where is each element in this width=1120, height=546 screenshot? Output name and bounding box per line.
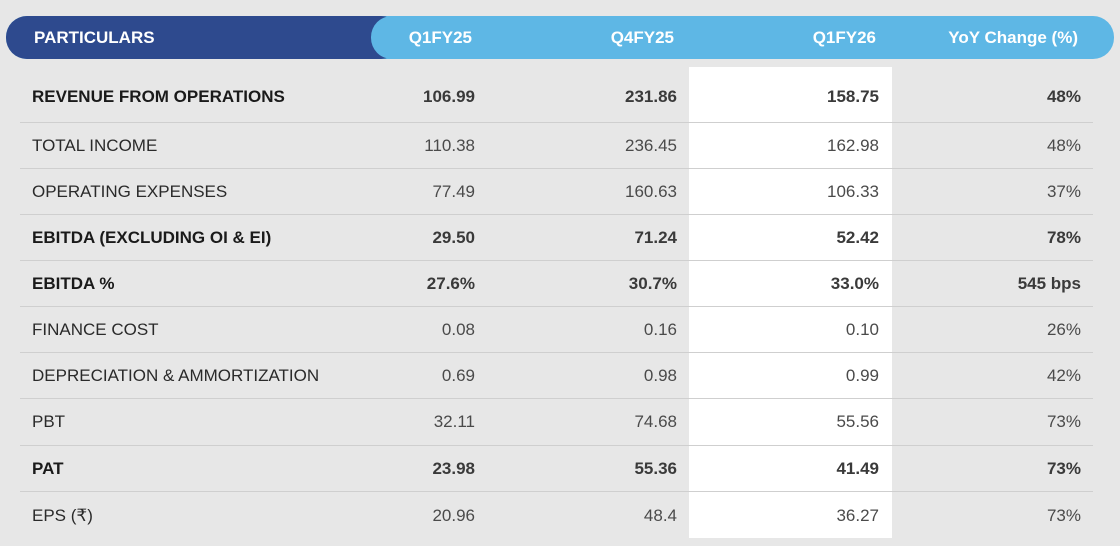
row-label: EBITDA (EXCLUDING OI & EI) [32,227,272,247]
table-row: OPERATING EXPENSES 77.49 160.63 106.33 3… [20,169,1093,215]
cell-q1fy26: 162.98 [827,135,879,155]
header-q1fy25: Q1FY25 [408,28,472,47]
row-label: EBITDA % [32,273,115,293]
row-label: FINANCE COST [32,319,159,339]
current-quarter-highlight [689,67,892,538]
cell-q1fy25: 110.38 [424,135,475,155]
cell-q1fy26: 55.56 [836,412,879,431]
cell-q4fy25: 74.68 [634,412,677,431]
cell-q1fy26: 0.10 [845,319,879,339]
cell-q1fy25: 23.98 [432,458,475,478]
table-row: PAT 23.98 55.36 41.49 73% [20,446,1093,492]
table-row: EBITDA (EXCLUDING OI & EI) 29.50 71.24 5… [20,215,1093,261]
header-light-cap [371,16,431,59]
cell-yoy: 545 bps [1017,273,1081,293]
cell-q1fy26: 41.49 [836,458,879,478]
header-q1fy26: Q1FY26 [812,28,876,47]
cell-yoy: 37% [1046,181,1081,201]
row-label: REVENUE FROM OPERATIONS [32,86,285,106]
cell-q1fy25: 27.6% [426,273,475,293]
cell-yoy: 26% [1046,319,1081,339]
cell-q4fy25: 0.16 [643,319,677,339]
table-header: PARTICULARS Q1FY25 Q4FY25 Q1FY26 YoY Cha… [6,16,1114,59]
cell-q4fy25: 231.86 [625,86,677,106]
cell-q1fy26: 106.33 [827,181,879,201]
cell-yoy: 42% [1046,365,1081,385]
cell-q4fy25: 55.36 [634,458,677,478]
cell-yoy: 73% [1046,458,1081,478]
cell-yoy: 48% [1046,86,1081,106]
cell-q4fy25: 48.4 [643,506,677,525]
table-row: TOTAL INCOME 110.38 236.45 162.98 48% [20,123,1093,169]
cell-q1fy26: 0.99 [845,365,879,385]
row-label: PAT [32,458,64,478]
table-row: EPS (₹) 20.96 48.4 36.27 73% [20,492,1093,540]
cell-q1fy25: 32.11 [433,412,475,431]
cell-q1fy25: 106.99 [423,86,475,106]
cell-yoy: 48% [1046,135,1081,155]
table-row: PBT 32.11 74.68 55.56 73% [20,399,1093,446]
cell-q1fy25: 0.08 [441,319,475,339]
cell-q1fy26: 33.0% [830,273,879,293]
cell-q4fy25: 236.45 [625,135,677,155]
header-q4fy25: Q4FY25 [610,28,674,47]
header-yoy-change: YoY Change (%) [948,28,1078,47]
cell-q4fy25: 30.7% [628,273,677,293]
table-row: FINANCE COST 0.08 0.16 0.10 26% [20,307,1093,353]
cell-yoy: 73% [1046,412,1081,431]
cell-yoy: 73% [1046,506,1081,525]
row-label: DEPRECIATION & AMMORTIZATION [32,365,320,385]
cell-q1fy26: 52.42 [836,227,879,247]
cell-q1fy25: 77.49 [432,181,475,201]
cell-q1fy26: 36.27 [836,506,879,525]
table-row: EBITDA % 27.6% 30.7% 33.0% 545 bps [20,261,1093,307]
cell-q1fy26: 158.75 [827,86,879,106]
cell-q4fy25: 71.24 [634,227,677,247]
cell-q1fy25: 29.50 [432,227,475,247]
row-label: PBT [32,412,66,431]
cell-q4fy25: 160.63 [625,181,677,201]
cell-q1fy25: 0.69 [441,365,475,385]
header-dark-pill [6,16,402,59]
row-label: TOTAL INCOME [32,135,158,155]
row-label: EPS (₹) [32,506,93,525]
cell-q4fy25: 0.98 [643,365,677,385]
header-particulars: PARTICULARS [34,28,155,47]
table-row: DEPRECIATION & AMMORTIZATION 0.69 0.98 0… [20,353,1093,399]
cell-yoy: 78% [1046,227,1081,247]
table-row: REVENUE FROM OPERATIONS 106.99 231.86 15… [20,71,1093,123]
row-label: OPERATING EXPENSES [32,181,228,201]
cell-q1fy25: 20.96 [432,506,475,525]
